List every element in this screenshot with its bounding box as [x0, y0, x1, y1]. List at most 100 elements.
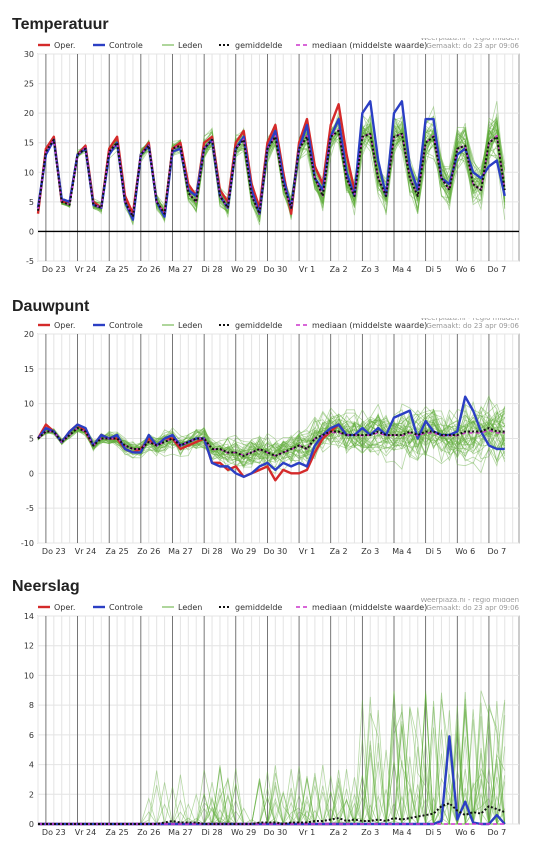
- y-tick-label: 12: [24, 642, 34, 651]
- x-tick-label: Vr 24: [75, 265, 96, 274]
- y-tick-label: -5: [26, 257, 34, 266]
- leden-line: [37, 406, 506, 462]
- y-tick-label: -10: [21, 539, 34, 548]
- leden-line: [37, 403, 506, 461]
- x-tick-label: Do 23: [42, 265, 66, 274]
- x-tick-label: Za 25: [106, 265, 129, 274]
- leden-line: [37, 411, 505, 463]
- x-tick-label: Wo 6: [455, 828, 475, 837]
- neerslag-chart: 0 2 4 6 8 10 12 14 Do 23 Vr 24 Za 25 Zo 26 Ma 27 Di 2…: [24, 598, 520, 837]
- x-tick-label: Ma 4: [392, 547, 411, 556]
- legend-leden-label: Leden: [178, 321, 202, 330]
- dauwpunt-chart: -10 -5 0 5 10 15 20 Do 23 Vr 24 Za 25 Zo 26 Ma 27 Di…: [21, 318, 520, 556]
- leden-line: [37, 405, 506, 467]
- x-tick-label: Za 2: [330, 547, 348, 556]
- x-tick-label: Do 7: [488, 547, 507, 556]
- neerslag-title: Neerslag: [12, 578, 80, 595]
- leden-line: [37, 412, 506, 457]
- y-tick-label: 10: [24, 400, 34, 409]
- x-tick-label: Wo 6: [455, 547, 475, 556]
- x-tick-label: Do 23: [42, 547, 66, 556]
- x-tick-label: Di 5: [426, 828, 442, 837]
- legend-oper-label: Oper.: [54, 41, 75, 50]
- leden-line: [37, 406, 506, 463]
- legend-controle-label: Controle: [109, 603, 143, 612]
- controle-line: [37, 395, 505, 479]
- x-tick-label: Do 7: [488, 265, 507, 274]
- legend-oper-label: Oper.: [54, 603, 75, 612]
- y-tick-label: 2: [29, 790, 34, 799]
- x-tick-label: Za 2: [330, 828, 348, 837]
- x-tick-label: Di 28: [201, 547, 222, 556]
- y-tick-label: -5: [26, 504, 34, 513]
- x-tick-label: Vr 1: [299, 828, 315, 837]
- y-tick-label: 4: [29, 761, 34, 770]
- source-label: Weerplaza.nl - regio midden: [420, 38, 519, 42]
- legend-mediaan-label: mediaan (middelste waarde): [312, 321, 427, 330]
- y-tick-label: 0: [29, 820, 34, 829]
- source-label: Weerplaza.nl - regio midden: [420, 598, 519, 604]
- legend-gemiddelde-label: gemiddelde: [235, 321, 282, 330]
- temperatuur-title: Temperatuur: [12, 16, 109, 33]
- y-tick-label: 5: [29, 198, 34, 207]
- gemiddelde-line: [37, 427, 505, 457]
- leden-line: [37, 403, 506, 462]
- leden-line: [37, 416, 506, 469]
- x-tick-label: Do 30: [263, 265, 287, 274]
- leden-line: [37, 397, 506, 466]
- x-tick-label: Di 5: [426, 265, 442, 274]
- x-tick-label: Vr 24: [75, 547, 96, 556]
- gemiddelde-line: [37, 129, 506, 218]
- x-tick-label: Do 30: [263, 547, 287, 556]
- y-tick-label: 8: [29, 701, 34, 710]
- leden-line: [37, 410, 506, 471]
- legend-mediaan-label: mediaan (middelste waarde): [312, 603, 427, 612]
- y-tick-label: 30: [24, 50, 34, 59]
- source-label: Weerplaza.nl - regio midden: [420, 318, 519, 322]
- legend-mediaan-label: mediaan (middelste waarde): [312, 41, 427, 50]
- created-label: Gemaakt: do 23 apr 09:06: [426, 604, 519, 612]
- x-tick-label: Zo 26: [137, 828, 160, 837]
- x-tick-label: Do 7: [488, 828, 507, 837]
- gemiddelde-line: [38, 802, 506, 825]
- x-tick-label: Di 28: [201, 828, 222, 837]
- created-label: Gemaakt: do 23 apr 09:06: [426, 42, 519, 50]
- x-tick-label: Zo 26: [137, 265, 160, 274]
- legend-leden-label: Leden: [178, 41, 202, 50]
- y-tick-label: 0: [29, 469, 34, 478]
- legend-oper-label: Oper.: [54, 321, 75, 330]
- y-tick-label: 15: [24, 365, 34, 374]
- x-tick-label: Ma 27: [168, 828, 193, 837]
- legend-gemiddelde-label: gemiddelde: [235, 41, 282, 50]
- y-tick-label: 0: [29, 227, 34, 236]
- x-tick-label: Vr 1: [299, 547, 315, 556]
- x-tick-label: Zo 26: [137, 547, 160, 556]
- x-tick-label: Zo 3: [361, 828, 379, 837]
- x-tick-label: Zo 3: [361, 265, 379, 274]
- x-tick-label: Ma 4: [392, 265, 411, 274]
- x-tick-label: Vr 1: [299, 265, 315, 274]
- leden-line: [37, 413, 506, 462]
- x-tick-label: Di 28: [201, 265, 222, 274]
- x-tick-label: Wo 6: [455, 265, 475, 274]
- x-tick-label: Vr 24: [75, 828, 96, 837]
- x-tick-label: Za 25: [106, 828, 129, 837]
- y-tick-label: 5: [29, 435, 34, 444]
- x-tick-label: Wo 29: [231, 265, 256, 274]
- temperatuur-chart: -5 0 5 10 15 20 25 30 Do 23 Vr 24 Za 25 Zo 26 Ma 27 D…: [24, 38, 520, 274]
- x-tick-label: Wo 29: [231, 828, 256, 837]
- y-tick-label: 20: [24, 109, 34, 118]
- x-tick-label: Za 25: [106, 547, 129, 556]
- y-tick-label: 15: [24, 139, 34, 148]
- x-tick-label: Ma 4: [392, 828, 411, 837]
- y-tick-label: 25: [24, 80, 34, 89]
- legend-controle-label: Controle: [109, 41, 143, 50]
- leden-line: [37, 416, 506, 464]
- created-label: Gemaakt: do 23 apr 09:06: [426, 322, 519, 330]
- x-tick-label: Ma 27: [168, 265, 193, 274]
- leden-line: [37, 115, 506, 218]
- x-tick-label: Do 30: [263, 828, 287, 837]
- y-tick-label: 20: [24, 330, 34, 339]
- x-tick-label: Za 2: [330, 265, 348, 274]
- leden-line: [37, 409, 506, 469]
